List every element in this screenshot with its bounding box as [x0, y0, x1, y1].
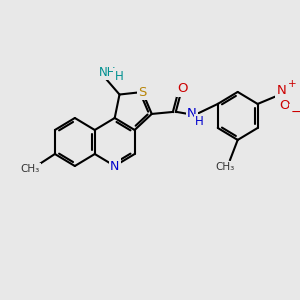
- Text: H: H: [195, 116, 204, 128]
- Text: O: O: [279, 99, 290, 112]
- Text: S: S: [138, 85, 147, 98]
- Text: −: −: [290, 105, 300, 119]
- Text: CH₃: CH₃: [216, 162, 235, 172]
- Text: N: N: [277, 84, 286, 98]
- Text: H: H: [114, 70, 123, 83]
- Text: N: N: [187, 107, 197, 120]
- Text: +: +: [288, 79, 296, 89]
- Text: NH: NH: [98, 66, 116, 79]
- Text: N: N: [110, 160, 119, 172]
- Text: O: O: [177, 82, 188, 95]
- Text: CH₃: CH₃: [20, 164, 40, 174]
